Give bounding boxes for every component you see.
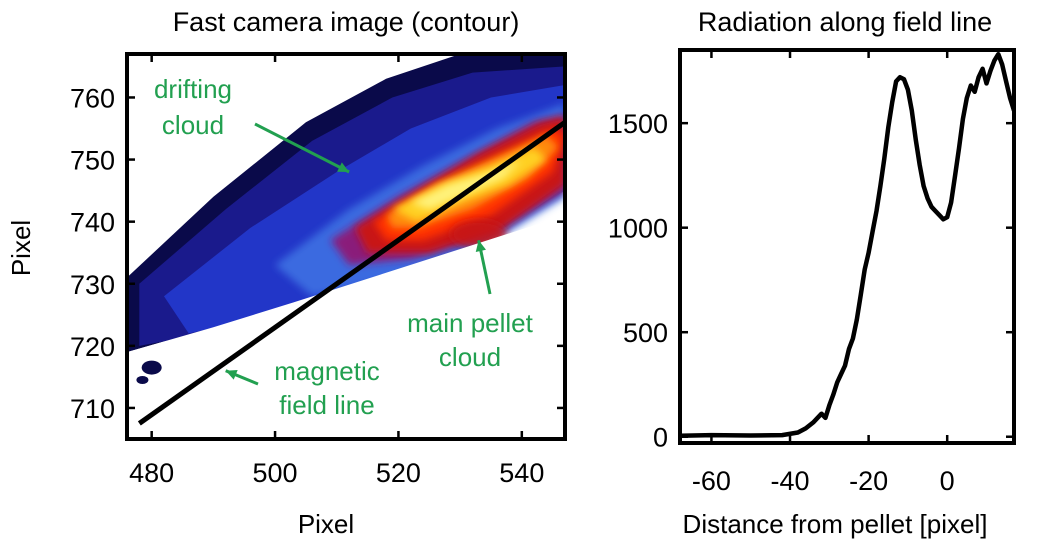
annotation-text: magnetic: [274, 356, 380, 386]
left-y-tick-label: 720: [70, 332, 115, 362]
left-y-tick-label: 760: [70, 83, 115, 113]
annotation-text: drifting: [154, 74, 232, 104]
right-axis-ticks: -60 -40 -20 0 0 500 1000 1500: [608, 50, 1014, 496]
right-x-axis-label: Distance from pellet [pixel]: [683, 509, 988, 539]
annotation-2: magnetic field line: [225, 356, 380, 420]
left-plot-frame: [125, 52, 567, 441]
left-y-tick-label: 730: [70, 270, 115, 300]
left-x-axis-label: Pixel: [298, 509, 354, 539]
left-y-tick-label: 750: [70, 146, 115, 176]
right-y-tick-label: 1500: [608, 109, 668, 139]
left-x-tick-label: 540: [499, 458, 544, 488]
left-axis-ticks: 480 500 520 540 710 720 730 740 750 760: [70, 54, 565, 488]
annotation-1: main pellet cloud: [407, 239, 534, 372]
left-x-tick-label: 500: [253, 458, 298, 488]
right-y-tick-label: 500: [623, 318, 668, 348]
annotation-arrowhead: [475, 240, 486, 252]
annotations: drifting cloud main pellet cloud magnetic fie…: [154, 74, 534, 420]
contour-small-blob-2: [136, 376, 149, 385]
annotation-arrowhead: [225, 369, 238, 380]
annotation-text: main pellet: [407, 308, 534, 338]
right-x-tick-label: -20: [849, 466, 888, 496]
left-chart-title: Fast camera image (contour): [173, 7, 520, 37]
left-y-axis-label: Pixel: [6, 220, 36, 276]
contour-small-blob: [141, 360, 162, 375]
left-y-tick-label: 710: [70, 394, 115, 424]
right-y-tick-label: 1000: [608, 214, 668, 244]
right-y-tick-label: 0: [653, 423, 668, 453]
right-x-tick-label: -40: [771, 466, 810, 496]
contour-image: [127, 54, 565, 439]
left-y-tick-label: 740: [70, 208, 115, 238]
magnetic-field-line: [137, 120, 567, 426]
right-plot-frame: [678, 48, 1016, 445]
annotation-arrowhead: [337, 162, 350, 172]
radiation-line: [680, 51, 1014, 438]
left-x-tick-label: 480: [129, 458, 174, 488]
left-x-tick-label: 520: [376, 458, 421, 488]
contour-background: [127, 215, 565, 439]
annotation-text: field line: [279, 390, 374, 420]
annotation-text: cloud: [439, 342, 501, 372]
annotation-text: cloud: [162, 110, 224, 140]
right-chart-title: Radiation along field line: [698, 7, 992, 37]
right-x-tick-label: -60: [692, 466, 731, 496]
annotation-0: drifting cloud: [154, 74, 350, 174]
annotation-arrow: [254, 122, 350, 174]
right-x-tick-label: 0: [940, 466, 955, 496]
